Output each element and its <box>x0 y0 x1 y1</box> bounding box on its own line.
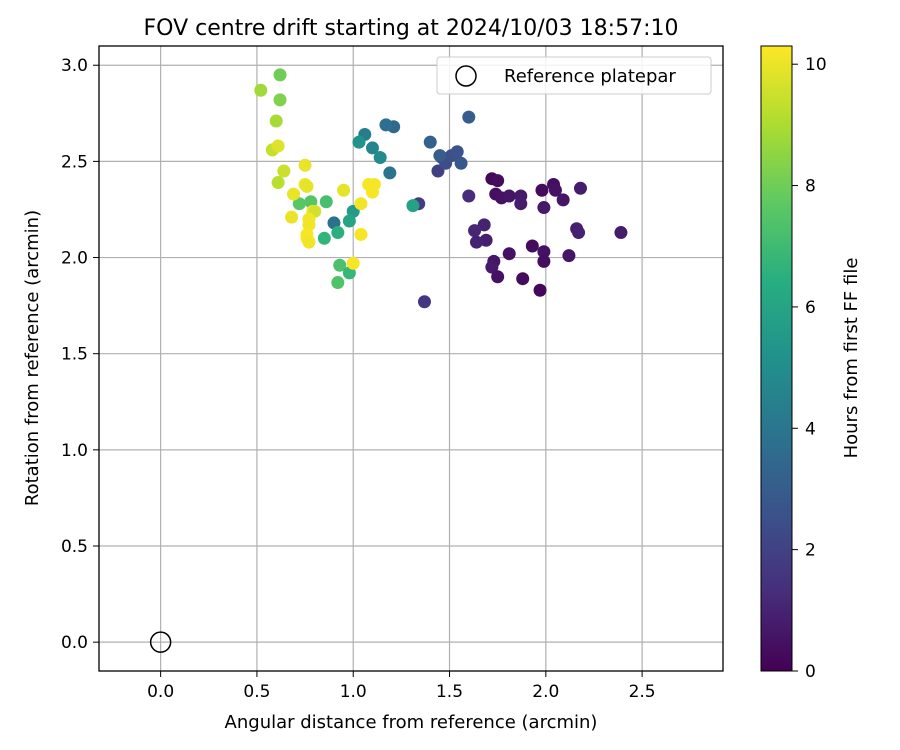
data-point <box>352 135 366 149</box>
y-tick-label: 2.5 <box>61 152 88 172</box>
data-point <box>379 118 393 132</box>
data-point <box>469 235 483 249</box>
data-point <box>317 231 331 245</box>
data-point <box>302 235 316 249</box>
y-tick-label: 1.0 <box>61 441 88 461</box>
x-tick-label: 1.0 <box>340 682 367 702</box>
data-point <box>533 283 547 297</box>
data-point <box>556 193 570 207</box>
plot-frame <box>98 45 724 672</box>
reference-platepar-marker <box>149 631 172 653</box>
colorbar-ticks: 0 2 4 6 8 10 <box>792 55 827 682</box>
data-point <box>346 256 360 270</box>
data-point <box>514 197 528 211</box>
data-point <box>287 187 301 201</box>
data-point <box>502 189 516 203</box>
y-tick-label: 0.0 <box>61 633 88 653</box>
colorbar-tick-label: 2 <box>805 541 816 561</box>
data-point <box>300 179 314 193</box>
data-point <box>331 226 345 240</box>
data-point <box>277 164 291 178</box>
data-point <box>562 249 576 263</box>
data-point <box>373 151 387 165</box>
legend: Reference platepar <box>436 56 712 95</box>
data-point <box>462 110 476 124</box>
x-tick-label: 1.5 <box>436 682 463 702</box>
y-tick-label: 2.0 <box>61 249 88 269</box>
data-point <box>417 295 431 309</box>
x-tick-label: 0.5 <box>243 682 270 702</box>
data-point <box>337 183 351 197</box>
data-point <box>537 201 551 215</box>
data-point <box>383 166 397 180</box>
x-tick-label: 0.0 <box>147 682 174 702</box>
colorbar-label: Hours from first FF file <box>841 258 862 459</box>
data-point <box>285 210 299 224</box>
legend-box <box>436 56 712 95</box>
data-point <box>516 272 530 286</box>
colorbar-tick-label: 0 <box>805 662 816 682</box>
y-tick-label: 3.0 <box>61 56 88 76</box>
data-point <box>433 149 447 163</box>
y-axis-label: Rotation from reference (arcmin) <box>22 210 43 506</box>
chart-title: FOV centre drift starting at 2024/10/03 … <box>144 16 679 41</box>
data-point <box>254 83 268 97</box>
data-point <box>572 226 586 240</box>
colorbar-tick-label: 10 <box>805 55 827 75</box>
colorbar-tick-label: 8 <box>805 177 816 197</box>
data-point <box>548 183 562 197</box>
data-point <box>525 239 539 253</box>
data-point <box>454 156 468 170</box>
data-point <box>406 199 420 213</box>
data-point <box>365 185 379 199</box>
colorbar-gradient <box>760 45 793 672</box>
data-point <box>535 183 549 197</box>
data-point <box>319 195 333 209</box>
data-point <box>354 197 368 211</box>
data-point <box>331 276 345 290</box>
data-point <box>271 139 285 153</box>
x-axis-label: Angular distance from reference (arcmin) <box>225 712 598 733</box>
data-point <box>273 68 287 82</box>
data-point <box>537 254 551 268</box>
data-point <box>450 145 464 159</box>
data-point <box>365 141 379 155</box>
data-point <box>292 197 306 211</box>
data-point <box>477 218 491 232</box>
data-point <box>271 176 285 190</box>
data-point <box>491 270 505 284</box>
x-tick-label: 2.5 <box>629 682 656 702</box>
grid-lines <box>99 46 723 671</box>
data-point <box>614 226 628 240</box>
colorbar-tick-label: 6 <box>805 298 816 318</box>
colorbar-tick-label: 4 <box>805 419 816 439</box>
data-point <box>354 227 368 241</box>
x-tick-label: 2.0 <box>532 682 559 702</box>
x-axis-ticks: 0.0 0.5 1.0 1.5 2.0 2.5 <box>147 671 656 702</box>
colorbar: 0 2 4 6 8 10 Hours from first FF file <box>760 45 862 682</box>
data-point <box>485 260 499 274</box>
legend-marker-reference <box>455 65 477 87</box>
y-tick-label: 1.5 <box>61 345 88 365</box>
data-point <box>573 181 587 195</box>
data-point <box>302 218 316 232</box>
data-point <box>462 189 476 203</box>
data-point <box>537 245 551 259</box>
legend-label-reference: Reference platepar <box>504 66 676 87</box>
data-point <box>333 258 347 272</box>
data-point <box>269 114 283 128</box>
y-tick-label: 0.5 <box>61 537 88 557</box>
y-axis-ticks: 0.0 0.5 1.0 1.5 2.0 2.5 3.0 <box>61 56 99 653</box>
data-point <box>342 214 356 228</box>
data-point <box>502 247 516 261</box>
scatter-points <box>149 68 628 653</box>
data-point <box>491 174 505 188</box>
data-point <box>468 224 482 238</box>
data-point <box>423 135 437 149</box>
data-point <box>273 93 287 107</box>
data-point <box>479 233 493 247</box>
data-point <box>298 158 312 172</box>
